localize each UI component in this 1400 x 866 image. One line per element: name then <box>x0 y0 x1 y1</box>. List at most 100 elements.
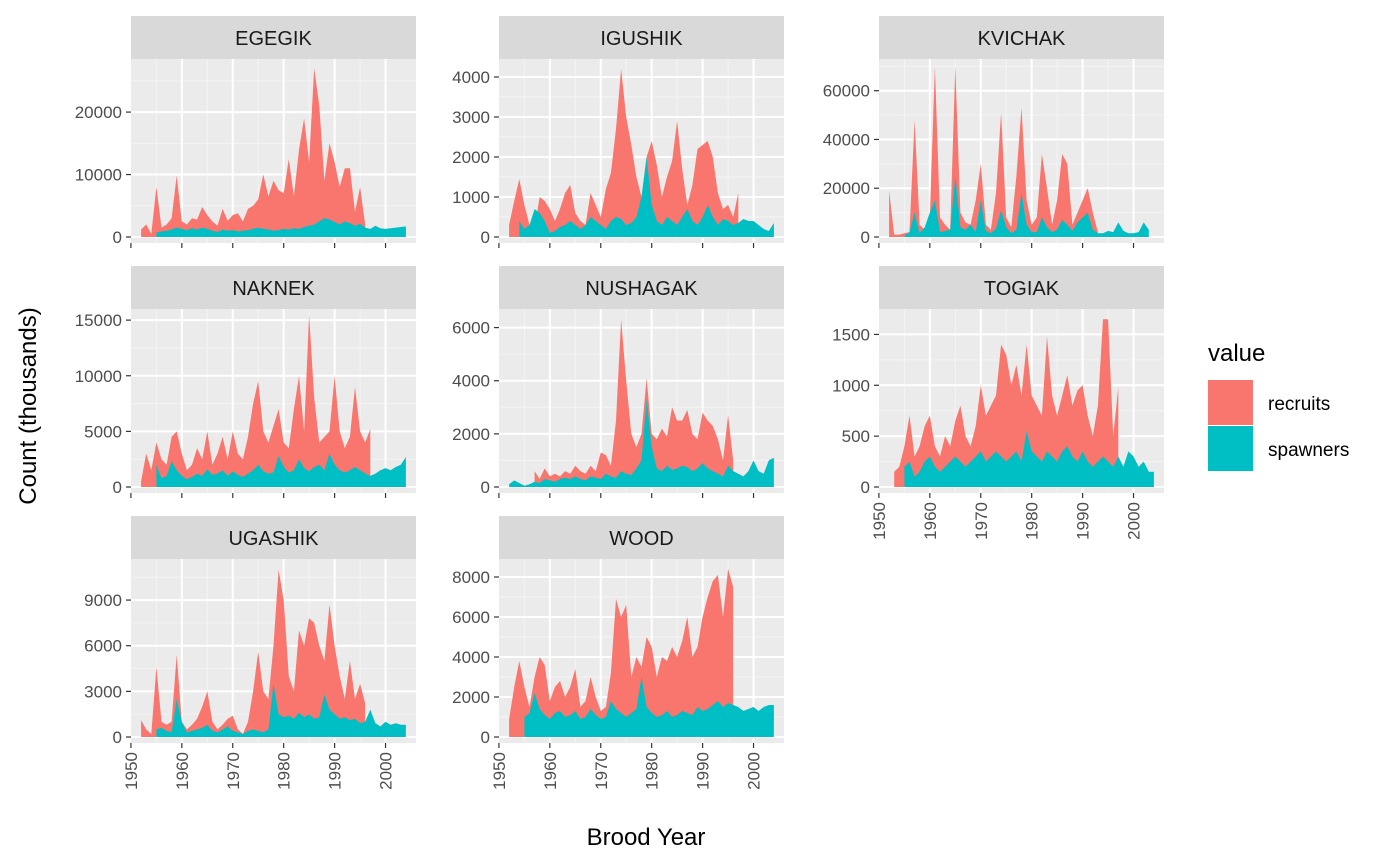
strip-igushik <box>499 16 784 59</box>
area-spawners-wood <box>524 677 774 737</box>
x-tick-label: 1990 <box>326 752 345 790</box>
x-tick-label: 1960 <box>921 502 940 540</box>
strip-label-egegik: EGEGIK <box>235 28 312 50</box>
x-tick-label: 2000 <box>745 752 764 790</box>
y-tick-label: 6000 <box>452 608 490 627</box>
panel-wood: WOOD 0 2000 4000 6000 8000 1950 1960 1970 1980 199… <box>452 516 784 790</box>
panel-ugashik: UGASHIK 0 3000 6000 9000 1950 1960 1970 1980 1990… <box>84 516 416 790</box>
strip-label-kvichak: KVICHAK <box>978 28 1066 50</box>
strip-label-togiak: TOGIAK <box>984 278 1060 300</box>
y-tick-label: 0 <box>113 478 122 497</box>
y-tick-label: 6000 <box>452 319 490 338</box>
y-tick-label: 0 <box>113 728 122 747</box>
y-tick-label: 40000 <box>823 130 870 149</box>
y-tick-label: 4000 <box>452 68 490 87</box>
strip-egegik <box>131 16 416 59</box>
y-tick-label: 2000 <box>452 425 490 444</box>
x-tick-label: 2000 <box>1125 502 1144 540</box>
area-recruits-igushik <box>509 69 739 237</box>
y-tick-label: 2000 <box>452 688 490 707</box>
x-tick-label: 1970 <box>592 752 611 790</box>
area-recruits-togiak <box>894 319 1119 487</box>
y-tick-label: 4000 <box>452 372 490 391</box>
y-tick-label: 0 <box>481 228 490 247</box>
y-tick-label: 20000 <box>823 179 870 198</box>
area-spawners-ugashik <box>156 683 406 737</box>
y-tick-label: 0 <box>861 478 870 497</box>
y-tick-label: 0 <box>481 478 490 497</box>
legend: value recruits spawners <box>1208 340 1349 471</box>
y-tick-label: 3000 <box>84 682 122 701</box>
area-recruits-egegik <box>141 68 366 238</box>
y-tick-label: 10000 <box>75 166 122 185</box>
x-tick-label: 1980 <box>1023 502 1042 540</box>
y-tick-label: 5000 <box>84 422 122 441</box>
x-tick-label: 1970 <box>972 502 991 540</box>
y-tick-label: 500 <box>842 427 870 446</box>
area-spawners-egegik <box>156 218 406 237</box>
x-tick-label: 1970 <box>224 752 243 790</box>
y-tick-label: 2000 <box>452 148 490 167</box>
y-tick-label: 1000 <box>832 376 870 395</box>
y-tick-label: 1500 <box>832 325 870 344</box>
area-recruits-wood <box>509 569 734 737</box>
strip-naknek <box>131 266 416 309</box>
y-tick-label: 20000 <box>75 103 122 122</box>
x-tick-label: 1950 <box>870 502 889 540</box>
strip-label-wood: WOOD <box>609 528 673 550</box>
y-axis-title: Count (thousands) <box>15 307 42 504</box>
legend-label-spawners: spawners <box>1268 440 1349 461</box>
legend-key-recruits <box>1208 380 1253 425</box>
y-tick-label: 8000 <box>452 568 490 587</box>
area-recruits-naknek <box>141 314 371 487</box>
x-tick-label: 1950 <box>490 752 509 790</box>
area-recruits-ugashik <box>141 569 366 737</box>
y-tick-label: 1000 <box>452 188 490 207</box>
strip-label-ugashik: UGASHIK <box>228 528 319 550</box>
area-spawners-nushagak <box>509 399 774 487</box>
y-tick-label: 0 <box>861 228 870 247</box>
strip-togiak <box>879 266 1164 309</box>
area-spawners-kvichak <box>904 176 1149 237</box>
strip-label-nushagak: NUSHAGAK <box>585 278 698 300</box>
y-tick-label: 10000 <box>75 367 122 386</box>
strip-nushagak <box>499 266 784 309</box>
y-tick-label: 9000 <box>84 591 122 610</box>
area-spawners-togiak <box>904 431 1154 487</box>
y-tick-label: 15000 <box>75 311 122 330</box>
x-tick-label: 1950 <box>122 752 141 790</box>
y-tick-label: 3000 <box>452 108 490 127</box>
strip-label-igushik: IGUSHIK <box>600 28 683 50</box>
legend-key-spawners <box>1208 426 1253 471</box>
strip-ugashik <box>131 516 416 559</box>
x-tick-label: 2000 <box>377 752 396 790</box>
legend-title: value <box>1208 340 1265 367</box>
area-spawners-naknek <box>156 453 406 487</box>
x-axis-title: Brood Year <box>587 824 706 851</box>
strip-wood <box>499 516 784 559</box>
x-tick-label: 1990 <box>694 752 713 790</box>
y-tick-label: 4000 <box>452 648 490 667</box>
strip-kvichak <box>879 16 1164 59</box>
panel-kvichak: KVICHAK 0 20000 40000 60000 <box>823 16 1164 248</box>
y-tick-label: 0 <box>481 728 490 747</box>
strip-label-naknek: NAKNEK <box>232 278 315 300</box>
area-spawners-igushik <box>519 157 774 237</box>
facet-panels: EGEGIK01000020000IGUSHIK0100020003000400… <box>75 16 1164 790</box>
y-tick-label: 60000 <box>823 82 870 101</box>
panel-igushik: IGUSHIK 0 1000 2000 3000 4000 <box>452 16 784 248</box>
area-recruits-kvichak <box>889 66 1098 237</box>
x-tick-label: 1980 <box>643 752 662 790</box>
area-recruits-nushagak <box>534 319 734 487</box>
panel-egegik: EGEGIK 0 10000 20000 <box>75 16 416 248</box>
panel-togiak: TOGIAK 0 500 1000 1500 1950 1960 1970 1980 1990 20… <box>832 266 1164 540</box>
x-tick-label: 1980 <box>275 752 294 790</box>
panel-nushagak: NUSHAGAK 0 2000 4000 6000 <box>452 266 784 498</box>
x-tick-label: 1960 <box>541 752 560 790</box>
x-tick-label: 1990 <box>1074 502 1093 540</box>
y-tick-label: 0 <box>113 228 122 247</box>
legend-label-recruits: recruits <box>1268 394 1330 415</box>
y-tick-label: 6000 <box>84 637 122 656</box>
panel-naknek: NAKNEK 0 5000 10000 15000 <box>75 266 416 498</box>
